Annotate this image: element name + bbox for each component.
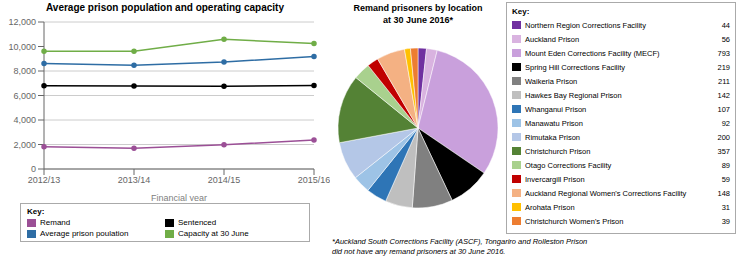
html-text:Remand prisoners by location: Remand prisoners by location	[353, 3, 483, 13]
html-text:Northern Region Corrections Fa: Northern Region Corrections Facility	[525, 20, 646, 30]
svg-text:0: 0	[31, 164, 36, 174]
html-text:92: 92	[721, 118, 730, 128]
html-text:Rimutaka Prison: Rimutaka Prison	[525, 132, 580, 142]
svg-text:2012/13: 2012/13	[28, 175, 61, 185]
html-text:did not have any remand prison: did not have any remand prisoners at 30 …	[332, 247, 506, 256]
html-text:Key:: Key:	[27, 207, 45, 216]
html-text:59: 59	[721, 174, 730, 184]
html-text:Whanganui Prison: Whanganui Prison	[525, 104, 587, 114]
html-text:793: 793	[717, 48, 730, 58]
html-text:Key:: Key:	[512, 7, 530, 16]
html-text:Manawatu Prison: Manawatu Prison	[525, 118, 583, 128]
html-text:Auckland Prison: Auckland Prison	[525, 34, 580, 44]
html-text:Invercargill Prison: Invercargill Prison	[525, 174, 585, 184]
svg-text:2013/14: 2013/14	[118, 175, 151, 185]
html-text:211: 211	[718, 76, 730, 86]
html-text:107: 107	[717, 104, 730, 114]
html-text:39: 39	[721, 216, 730, 226]
html-text:*Auckland South Corrections Fa: *Auckland South Corrections Facility (AS…	[332, 237, 588, 246]
html-text:Average prison poulation: Average prison poulation	[40, 229, 129, 238]
html-text:Remand: Remand	[40, 218, 71, 227]
svg-text:4,000: 4,000	[13, 115, 36, 125]
html-text:219: 219	[717, 62, 730, 72]
svg-text:12,000: 12,000	[8, 17, 36, 27]
svg-text:Financial year: Financial year	[151, 193, 207, 201]
html-text:44: 44	[721, 20, 730, 30]
html-text:148: 148	[717, 188, 730, 198]
html-text:Auckland Regional Women's Corr: Auckland Regional Women's Corrections Fa…	[525, 188, 687, 198]
svg-text:10,000: 10,000	[8, 42, 36, 52]
html-text:Average prison population and: Average prison population and operating …	[46, 2, 284, 13]
html-text:Christchurch Women's Prison: Christchurch Women's Prison	[525, 216, 624, 226]
html-text:Hawkes Bay Regional Prison: Hawkes Bay Regional Prison	[525, 90, 622, 100]
html-text:at 30 June 2016*: at 30 June 2016*	[383, 15, 453, 25]
svg-text:8,000: 8,000	[13, 66, 36, 76]
html-text:Mount Eden Corrections Facilit: Mount Eden Corrections Facility (MECF)	[525, 48, 660, 58]
html-text:89: 89	[721, 160, 730, 170]
html-text:Spring Hill Corrections Facili: Spring Hill Corrections Facility	[525, 62, 625, 72]
svg-text:6,000: 6,000	[13, 91, 36, 101]
svg-text:2014/15: 2014/15	[208, 175, 241, 185]
svg-text:2015/16: 2015/16	[298, 175, 330, 185]
html-text:357: 357	[717, 146, 730, 156]
svg-text:2,000: 2,000	[13, 140, 36, 150]
html-text:31: 31	[721, 202, 730, 212]
html-text:200: 200	[717, 132, 730, 142]
html-text:Arohata Prison: Arohata Prison	[525, 202, 575, 212]
html-text:Waikeria Prison: Waikeria Prison	[525, 76, 578, 86]
html-text:Christchurch Prison: Christchurch Prison	[525, 146, 591, 156]
html-text:142: 142	[717, 90, 730, 100]
html-text:Capacity at 30 June: Capacity at 30 June	[178, 229, 249, 238]
html-text:56: 56	[721, 34, 730, 44]
html-text:Otago Corrections Facility: Otago Corrections Facility	[525, 160, 612, 170]
html-text:Sentenced: Sentenced	[178, 218, 217, 227]
